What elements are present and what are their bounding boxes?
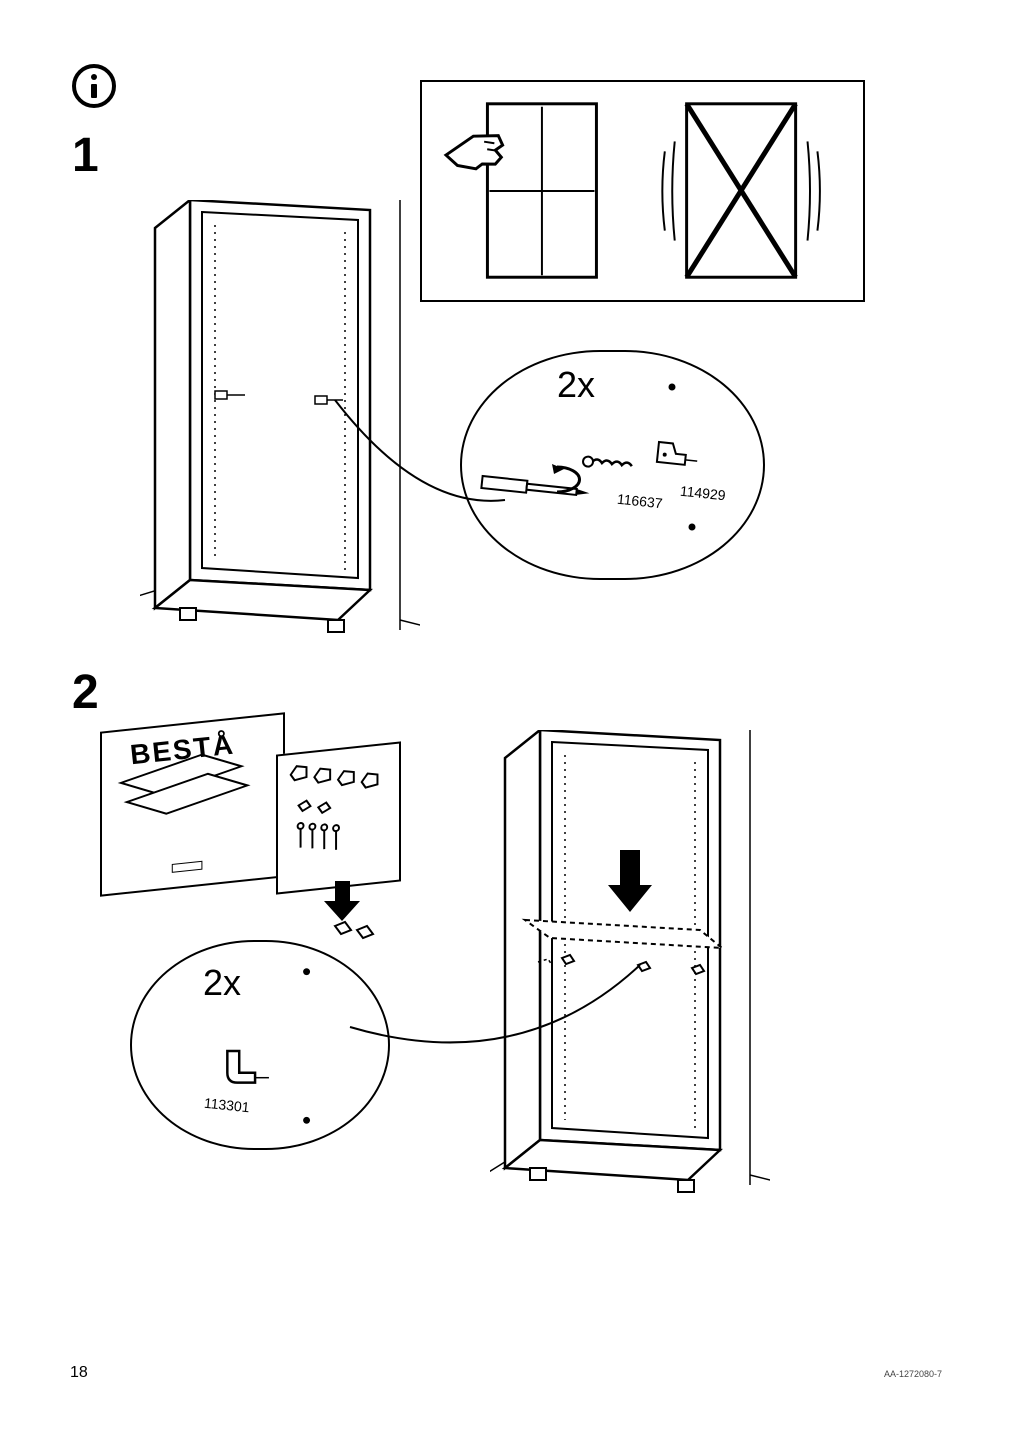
safety-warning-box	[420, 80, 865, 302]
document-code: AA-1272080-7	[884, 1369, 942, 1379]
quantity-label-1: 2x	[557, 364, 595, 406]
hardware-package-box	[276, 741, 401, 894]
callout-line-2	[340, 957, 650, 1107]
manual-page: 1	[0, 0, 1012, 1432]
quantity-label-2: 2x	[203, 962, 241, 1004]
page-number: 18	[70, 1364, 88, 1382]
step-2-number: 2	[72, 665, 99, 720]
callout-line-1	[330, 390, 510, 530]
step-1-number: 1	[72, 128, 99, 183]
page-footer: 18 AA-1272080-7	[70, 1364, 942, 1382]
info-icon	[70, 62, 118, 110]
